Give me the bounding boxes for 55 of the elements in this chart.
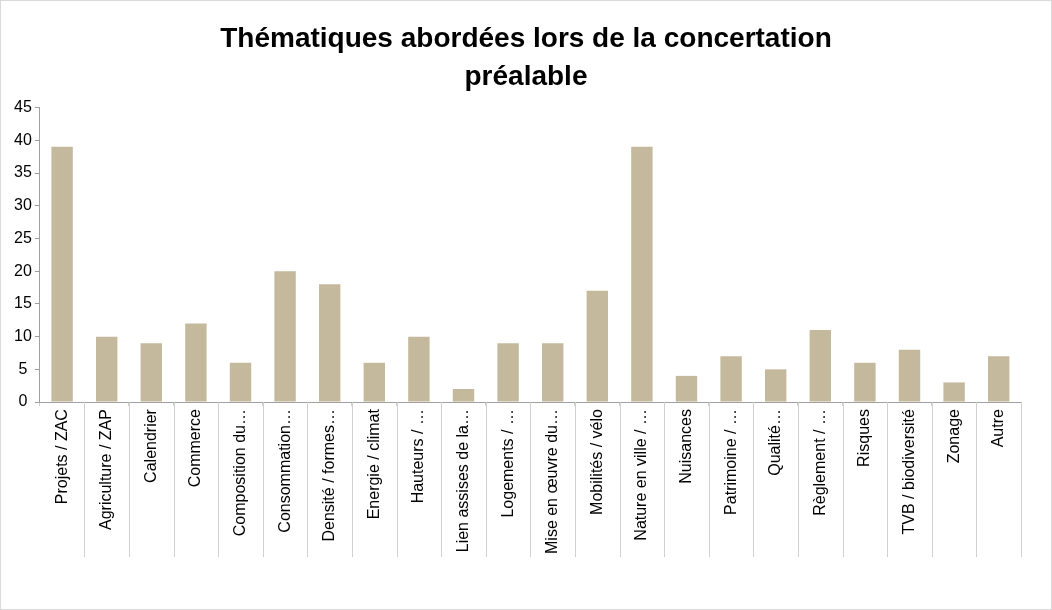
- bar: [720, 356, 742, 402]
- bar: [898, 349, 921, 402]
- x-tick-label: TVB / biodiversité: [899, 408, 917, 535]
- bar: [631, 146, 653, 402]
- x-tick-label: Consommation…: [275, 409, 293, 533]
- x-tick-label: Risques: [855, 409, 873, 467]
- y-tick-label: 25: [14, 228, 32, 246]
- x-tick-label: Zonage: [944, 408, 962, 464]
- chart-title: Thématiques abordées lors de la concertation préalable: [219, 21, 833, 93]
- bar: [408, 336, 430, 402]
- x-tick-label: Nuisances: [676, 409, 694, 484]
- bar: [541, 343, 564, 402]
- x-tick-label: Patrimoine / …: [721, 409, 739, 515]
- bar: [765, 369, 787, 402]
- bar: [140, 343, 162, 402]
- x-tick-label: Composition du…: [230, 409, 248, 537]
- bar: [854, 362, 876, 402]
- bar: [586, 290, 608, 402]
- x-tick-label: Hauteurs / …: [409, 409, 427, 504]
- y-tick-label: 20: [14, 261, 32, 279]
- bar: [363, 362, 385, 402]
- bar: [497, 343, 519, 402]
- y-tick-label: 40: [14, 130, 32, 148]
- y-tick-label: 0: [18, 392, 28, 410]
- x-tick-label: Densité / formes…: [320, 409, 338, 542]
- y-tick-label: 10: [14, 327, 32, 345]
- y-tick-label: 45: [14, 98, 32, 116]
- x-tick-label: Energie / climat: [364, 408, 382, 520]
- y-tick-label: 15: [14, 294, 32, 312]
- bar: [229, 362, 252, 402]
- x-tick-label: Qualité…: [766, 409, 784, 476]
- x-tick-label: Calendrier: [141, 408, 159, 483]
- bar: [95, 336, 118, 402]
- x-tick-label: Mise en œuvre du…: [543, 409, 561, 554]
- x-tick-label: Autre: [989, 408, 1007, 448]
- bar: [943, 382, 965, 402]
- x-tick-label: Commerce: [186, 408, 204, 488]
- bar: [185, 323, 207, 402]
- x-tick-label: Nature en ville / …: [632, 409, 650, 541]
- bar: [452, 388, 475, 402]
- bar: [988, 356, 1010, 402]
- x-tick-label: Règlement / …: [810, 409, 828, 516]
- x-tick-label: Projets / ZAC: [52, 409, 70, 505]
- x-tick-label: Logements / …: [498, 409, 516, 518]
- bar: [675, 375, 698, 402]
- x-tick-label: Agriculture / ZAP: [97, 409, 115, 530]
- bar: [809, 330, 831, 402]
- y-tick-label: 30: [14, 196, 32, 214]
- bar: [274, 271, 296, 402]
- x-tick-label: Mobilités / vélo: [587, 408, 605, 515]
- x-tick-label: Lien assises de la…: [453, 409, 471, 553]
- bar: [51, 146, 73, 402]
- y-tick-label: 5: [18, 359, 28, 377]
- bar: [318, 284, 341, 402]
- y-tick-label: 35: [14, 163, 32, 181]
